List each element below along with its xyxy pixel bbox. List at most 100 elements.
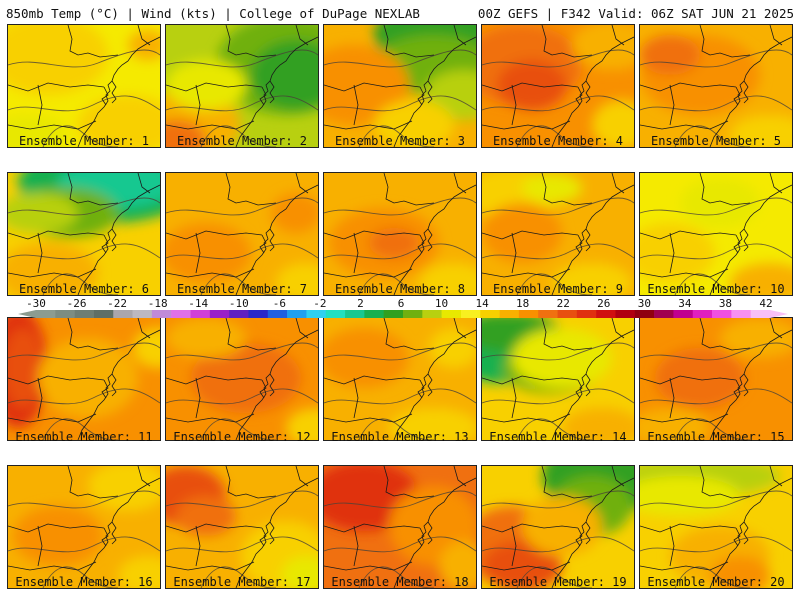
temperature-map <box>324 318 476 440</box>
temperature-map <box>166 466 318 588</box>
temperature-map <box>8 318 160 440</box>
temperature-map <box>166 173 318 295</box>
ensemble-member-label: Ensemble Member: 19 <box>489 575 627 589</box>
colorbar-tick-label: 18 <box>516 297 530 310</box>
ensemble-member-label: Ensemble Member: 18 <box>331 575 469 589</box>
ensemble-member-map <box>165 24 319 148</box>
colorbar-swatch <box>518 310 539 318</box>
colorbar-swatch <box>654 310 674 318</box>
colorbar-swatch <box>731 310 751 318</box>
colorbar-tick-label: 26 <box>597 297 611 310</box>
colorbar-tick-label: 6 <box>397 297 405 310</box>
colorbar-tick-label: -30 <box>26 297 46 310</box>
ensemble-member-map <box>639 465 793 589</box>
colorbar-swatch <box>673 310 694 318</box>
colorbar-swatch <box>383 310 404 318</box>
colorbar-swatch <box>113 310 133 318</box>
colorbar-tick-label: -26 <box>66 297 87 310</box>
colorbar-tick-label: 30 <box>637 297 651 310</box>
colorbar-swatch <box>325 310 346 318</box>
colorbar-swatch <box>209 310 230 318</box>
temperature-map <box>166 25 318 147</box>
ensemble-member-label: Ensemble Member: 12 <box>173 430 311 444</box>
ensemble-member-map <box>323 465 477 589</box>
colorbar-swatch <box>460 310 481 318</box>
temperature-map <box>640 318 792 440</box>
colorbar-swatch <box>287 310 307 318</box>
ensemble-member-map <box>323 24 477 148</box>
colorbar-swatch <box>538 310 558 318</box>
ensemble-member-map <box>481 24 635 148</box>
colorbar-tick-label: -6 <box>272 297 286 310</box>
ensemble-member-map <box>323 172 477 296</box>
ensemble-member-label: Ensemble Member: 7 <box>176 282 308 296</box>
colorbar-swatch <box>171 310 191 318</box>
colorbar-swatch <box>132 310 153 318</box>
colorbar-tick-label: 42 <box>759 297 773 310</box>
colorbar-swatch <box>615 310 636 318</box>
colorbar-swatch <box>248 310 269 318</box>
ensemble-member-label: Ensemble Member: 15 <box>647 430 785 444</box>
colorbar-swatch <box>36 310 56 318</box>
colorbar-tick-label: -10 <box>228 297 249 310</box>
colorbar-swatch <box>557 310 578 318</box>
colorbar-tick-label: -22 <box>107 297 128 310</box>
ensemble-member-label: Ensemble Member: 3 <box>334 134 466 148</box>
temperature-map <box>482 466 634 588</box>
ensemble-member-map <box>481 317 635 441</box>
temperature-map <box>640 25 792 147</box>
colorbar-swatch <box>596 310 616 318</box>
ensemble-member-label: Ensemble Member: 16 <box>15 575 153 589</box>
temperature-map <box>8 173 160 295</box>
colorbar-tick-label: -2 <box>313 297 327 310</box>
temperature-map <box>324 466 476 588</box>
colorbar-swatch <box>55 310 75 318</box>
ensemble-member-label: Ensemble Member: 5 <box>650 134 782 148</box>
colorbar-swatch <box>480 310 500 318</box>
colorbar-tick-label: 10 <box>434 297 449 310</box>
colorbar-swatch <box>403 310 423 318</box>
colorbar-swatch <box>750 310 771 318</box>
ensemble-member-label: Ensemble Member: 17 <box>173 575 311 589</box>
ensemble-member-map <box>481 172 635 296</box>
ensemble-member-label: Ensemble Member: 14 <box>489 430 627 444</box>
colorbar-swatch <box>634 310 655 318</box>
colorbar-tick-label: -14 <box>188 297 209 310</box>
colorbar-swatch <box>151 310 172 318</box>
ensemble-member-map <box>165 172 319 296</box>
temperature-map <box>482 318 634 440</box>
ensemble-member-label: Ensemble Member: 20 <box>647 575 785 589</box>
colorbar-swatch <box>576 310 597 318</box>
colorbar-tick-label: 14 <box>475 297 489 310</box>
ensemble-member-map <box>7 465 161 589</box>
colorbar-swatch <box>229 310 249 318</box>
temperature-colorbar <box>18 310 788 318</box>
colorbar-swatch <box>306 310 327 318</box>
ensemble-member-map <box>7 172 161 296</box>
colorbar-tick-label: 22 <box>556 297 570 310</box>
temperature-map <box>324 173 476 295</box>
ensemble-member-label: Ensemble Member: 6 <box>18 282 150 296</box>
ensemble-member-label: Ensemble Member: 8 <box>334 282 466 296</box>
colorbar-swatch <box>441 310 462 318</box>
colorbar-swatch <box>93 310 114 318</box>
ensemble-member-map <box>7 24 161 148</box>
temperature-map <box>482 173 634 295</box>
map-title: 850mb Temp (°C) | Wind (kts) | College o… <box>6 6 420 21</box>
ensemble-member-label: Ensemble Member: 2 <box>176 134 308 148</box>
colorbar-swatch <box>364 310 384 318</box>
colorbar-tick-label: 2 <box>357 297 364 310</box>
ensemble-member-map <box>165 317 319 441</box>
colorbar-tick-label: 34 <box>678 297 692 310</box>
temperature-map <box>8 25 160 147</box>
temperature-map <box>8 466 160 588</box>
temperature-map <box>640 466 792 588</box>
ensemble-member-map <box>639 317 793 441</box>
run-valid-time: 00Z GEFS | F342 Valid: 06Z SAT JUN 21 20… <box>477 6 794 21</box>
temperature-map <box>324 25 476 147</box>
ensemble-member-label: Ensemble Member: 1 <box>18 134 150 148</box>
ensemble-member-map <box>639 24 793 148</box>
ensemble-member-label: Ensemble Member: 10 <box>647 282 785 296</box>
colorbar-swatch <box>345 310 365 318</box>
temperature-map <box>166 318 318 440</box>
